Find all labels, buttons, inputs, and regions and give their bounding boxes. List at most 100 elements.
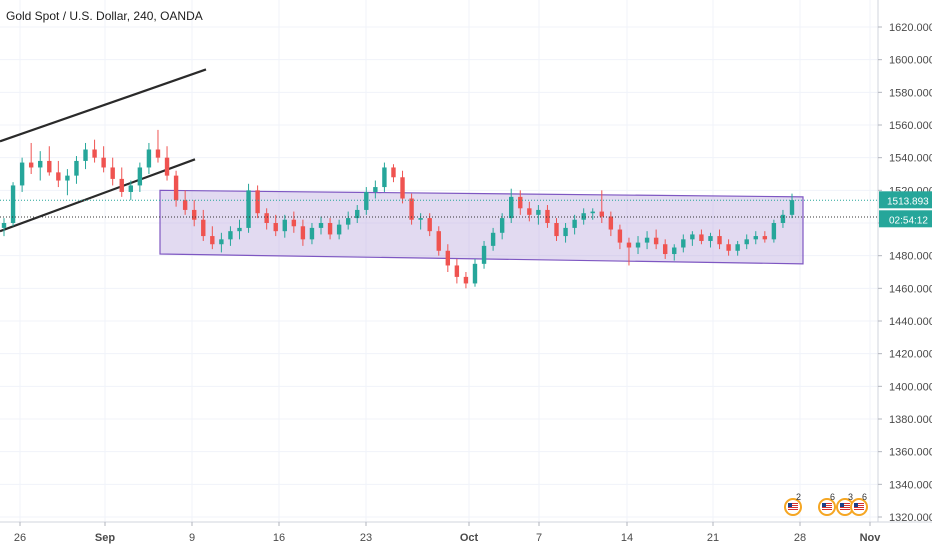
candle	[92, 139, 97, 163]
candle	[28, 142, 34, 174]
candle-body	[672, 247, 677, 255]
flag-stripe	[788, 503, 798, 504]
candle-body	[264, 213, 269, 223]
flag-stripe	[854, 505, 864, 506]
time-tick-label: 9	[189, 532, 195, 544]
candle-body	[771, 223, 777, 240]
price-tick-label: 1400.000	[889, 381, 932, 393]
candle-body	[237, 227, 242, 232]
candle-body	[608, 216, 614, 230]
candle	[572, 214, 577, 235]
countdown-badge	[879, 210, 932, 228]
price-channel[interactable]	[159, 189, 804, 265]
candle	[137, 162, 143, 192]
candle	[65, 169, 70, 196]
candle-body	[681, 239, 686, 248]
last-price-badge[interactable]	[879, 191, 932, 209]
candle-body	[717, 236, 722, 245]
candle-body	[182, 200, 188, 210]
grid-layer	[0, 0, 878, 522]
candle	[19, 157, 25, 192]
candle	[336, 219, 342, 240]
candle	[563, 223, 568, 243]
candle-body	[246, 190, 251, 228]
time-tick-label: Oct	[460, 532, 479, 544]
candle	[409, 193, 414, 225]
candle-body	[472, 263, 478, 284]
candle-body	[590, 211, 595, 214]
candle	[291, 211, 297, 233]
candle	[192, 200, 197, 227]
candle-body	[735, 244, 740, 251]
candle-layer	[1, 129, 795, 289]
candle-body	[101, 157, 106, 168]
candle-body	[65, 175, 70, 181]
candle	[771, 219, 777, 243]
candle	[490, 227, 496, 251]
price-tick-label: 1320.000	[889, 512, 932, 524]
candle-body	[255, 190, 260, 214]
candle-body	[10, 185, 16, 223]
candle	[74, 156, 79, 184]
upper-trendline[interactable]	[0, 68, 207, 143]
price-tick-label: 1380.000	[889, 414, 932, 426]
candle-body	[382, 167, 387, 188]
candle-body	[545, 209, 550, 223]
time-axis[interactable]: 26 Sep 9 16 23 Oct 7 14 21 28 Nov	[14, 522, 881, 544]
flag-stripe	[788, 509, 798, 510]
event-marker[interactable]: 2	[784, 492, 802, 516]
event-marker[interactable]: 6	[818, 492, 836, 516]
candle	[753, 231, 758, 245]
candle-body	[282, 219, 287, 232]
candle-body	[309, 227, 315, 240]
lower-trendline[interactable]	[0, 158, 196, 233]
flag-stripe	[840, 503, 850, 504]
annotation-layer[interactable]	[0, 68, 804, 265]
candle-body	[291, 219, 297, 227]
candle-body	[599, 211, 604, 217]
candle	[536, 205, 541, 225]
candle-body	[273, 223, 278, 232]
candle-body	[119, 178, 124, 192]
time-tick-label: Nov	[860, 532, 882, 544]
candle-body	[1, 223, 7, 228]
event-marker[interactable]: 6	[850, 492, 868, 516]
candle-body	[19, 162, 25, 186]
candle-body	[192, 209, 197, 220]
candle	[391, 164, 396, 183]
candle	[662, 239, 668, 259]
candle	[509, 188, 514, 223]
candle	[83, 142, 88, 170]
candle	[653, 229, 659, 250]
candle-body	[56, 172, 61, 181]
us-flag-icon	[788, 503, 798, 511]
flag-stripe	[822, 509, 832, 510]
candle-body	[436, 231, 441, 251]
flag-stripe	[788, 505, 798, 506]
price-tick-label: 1480.000	[889, 251, 932, 263]
event-count: 3	[848, 492, 853, 502]
candle	[201, 209, 206, 241]
candle-body	[536, 209, 541, 215]
flag-stripe	[788, 507, 798, 508]
candle-body	[391, 167, 396, 178]
price-axis[interactable]: 1620.000 1600.000 1580.000 1560.000 1540.000…	[878, 22, 932, 524]
price-tick-label: 1420.000	[889, 349, 932, 361]
candle-body	[481, 245, 487, 264]
candle	[56, 160, 61, 188]
flag-canton	[854, 503, 858, 507]
candle-body	[128, 185, 134, 192]
candle	[1, 218, 7, 237]
candle	[581, 208, 586, 225]
candle	[364, 187, 369, 215]
candle-body	[28, 162, 34, 168]
candle	[726, 239, 731, 256]
time-tick-label: 14	[621, 532, 633, 544]
candle	[237, 219, 242, 240]
candle	[38, 151, 43, 181]
candle	[499, 213, 505, 240]
flag-stripe	[854, 503, 864, 504]
